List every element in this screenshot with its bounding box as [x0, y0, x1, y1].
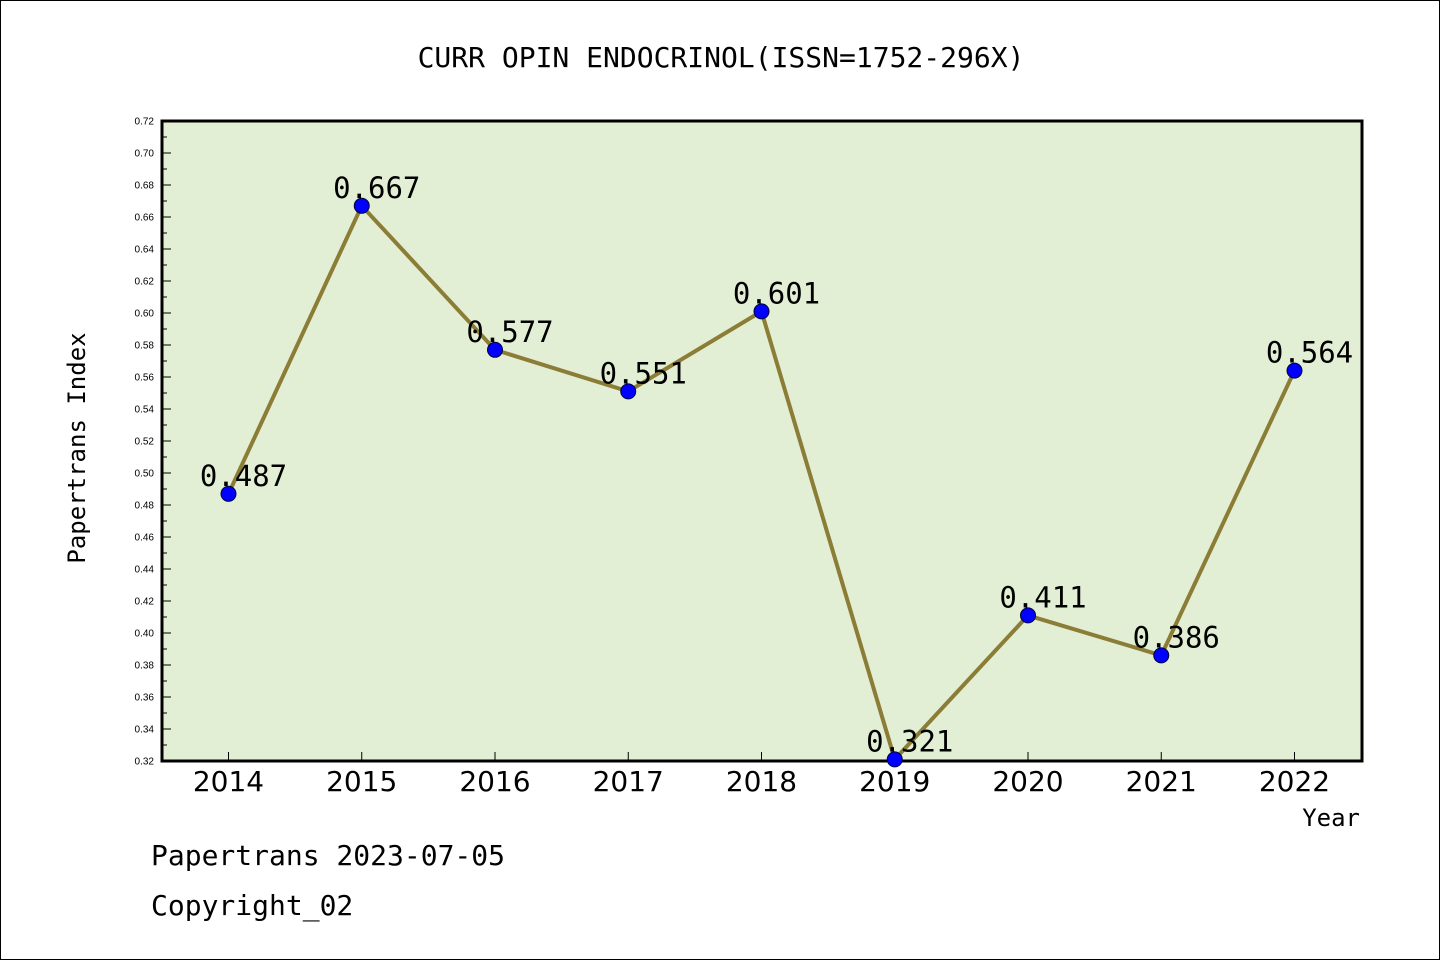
data-label: 0.487 [200, 459, 287, 493]
data-point [1020, 607, 1036, 624]
series-markers [220, 197, 1303, 768]
data-label: 0.601 [733, 276, 820, 310]
y-tick-label: 0.66 [135, 213, 155, 224]
x-tick-label: 2019 [859, 765, 930, 798]
data-label: 0.667 [333, 171, 420, 205]
y-tick-label: 0.42 [135, 597, 155, 608]
data-point [1153, 647, 1170, 664]
x-tick-label: 2020 [992, 765, 1063, 798]
x-tick-label: 2018 [726, 765, 797, 798]
y-tick-label: 0.34 [135, 725, 155, 736]
x-axis: 2014 2015 2016 2017 2018 2019 2020 2021 2022 [193, 752, 1330, 798]
y-tick-label: 0.44 [135, 565, 155, 576]
data-point [487, 341, 503, 358]
data-label: 0.564 [1266, 336, 1353, 370]
y-axis-label: Papertrans Index [63, 332, 91, 563]
data-label: 0.577 [466, 315, 553, 349]
y-tick-label: 0.56 [135, 373, 155, 384]
y-tick-label: 0.32 [135, 757, 155, 768]
x-axis-label: Year [1302, 804, 1360, 832]
footer-copyright: Copyright_02 [151, 889, 353, 923]
data-label: 0.386 [1133, 620, 1220, 654]
y-tick-label: 0.72 [135, 117, 155, 128]
y-tick-label: 0.48 [135, 501, 155, 512]
y-tick-label: 0.50 [135, 469, 155, 480]
x-tick-label: 2014 [193, 765, 264, 798]
data-point [886, 751, 903, 768]
data-point [220, 485, 237, 502]
data-point [353, 197, 370, 214]
data-point [1286, 362, 1303, 379]
y-tick-label: 0.70 [135, 149, 155, 160]
y-tick-label: 0.58 [135, 341, 155, 352]
y-tick-label: 0.64 [135, 245, 155, 256]
x-tick-label: 2017 [593, 765, 664, 798]
chart-title: CURR OPIN ENDOCRINOL(ISSN=1752-296X) [418, 41, 1025, 74]
x-tick-label: 2016 [459, 765, 530, 798]
x-tick-label: 2021 [1126, 765, 1197, 798]
y-tick-label: 0.54 [135, 405, 155, 416]
x-tick-label: 2015 [326, 765, 397, 798]
data-labels: 0.487 0.667 0.577 0.551 0.601 0.321 0.411 0.386… [200, 171, 1353, 759]
data-point [620, 383, 637, 400]
y-tick-label: 0.40 [135, 629, 155, 640]
data-label: 0.411 [999, 580, 1086, 614]
y-tick-label: 0.46 [135, 533, 155, 544]
data-label: 0.551 [600, 356, 687, 390]
y-tick-label: 0.52 [135, 437, 155, 448]
y-tick-label: 0.36 [135, 693, 155, 704]
plot-area [160, 119, 1364, 763]
y-tick-label: 0.62 [135, 277, 155, 288]
y-tick-label: 0.38 [135, 661, 155, 672]
data-label: 0.321 [866, 724, 953, 758]
y-tick-label: 0.60 [135, 309, 155, 320]
data-point [753, 303, 770, 320]
footer-date: Papertrans 2023-07-05 [151, 839, 505, 872]
y-tick-label: 0.68 [135, 181, 155, 192]
y-axis: 0.32 0.34 0.36 0.38 0.40 0.42 0.44 0.46 0.48 0.50… [135, 117, 171, 768]
x-tick-label: 2022 [1259, 765, 1330, 798]
